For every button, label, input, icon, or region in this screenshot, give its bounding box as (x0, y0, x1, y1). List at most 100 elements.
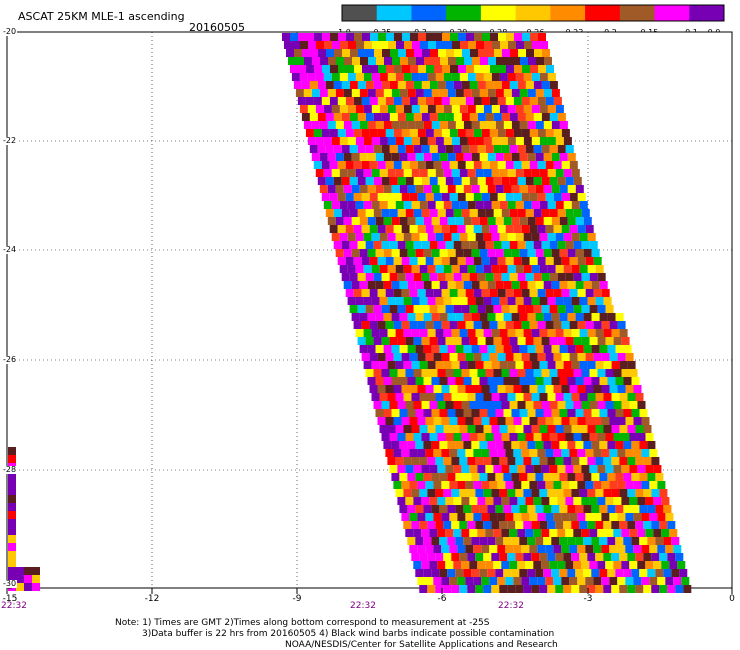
swath-pixel (485, 433, 494, 441)
swath-pixel (577, 577, 586, 585)
swath-pixel (557, 113, 566, 121)
swath-pixel (473, 417, 482, 425)
swath-pixel (403, 521, 412, 529)
swath-pixel (535, 281, 544, 289)
swath-pixel (427, 169, 436, 177)
swath-pixel (629, 465, 638, 473)
swath-pixel (571, 489, 580, 497)
swath-pixel (575, 281, 584, 289)
swath-pixel (523, 521, 532, 529)
swath-pixel (482, 65, 490, 73)
swath-pixel (457, 545, 466, 553)
swath-pixel (613, 465, 622, 473)
swath-pixel (497, 161, 506, 169)
swath-pixel (401, 289, 410, 297)
swath-pixel (371, 329, 380, 337)
swath-pixel (435, 425, 444, 433)
swath-pixel (32, 575, 40, 583)
swath-pixel (435, 137, 444, 145)
colorbar (341, 4, 725, 22)
swath-pixel (513, 289, 522, 297)
swath-pixel (513, 353, 522, 361)
swath-pixel (621, 529, 630, 537)
swath-pixel (537, 545, 546, 553)
swath-pixel (541, 209, 550, 217)
swath-pixel (619, 457, 628, 465)
swath-pixel (477, 369, 486, 377)
swath-pixel (448, 57, 456, 65)
swath-pixel (16, 567, 24, 575)
swath-pixel (316, 41, 324, 49)
swath-pixel (505, 417, 514, 425)
swath-pixel (531, 105, 540, 113)
swath-pixel (613, 529, 622, 537)
swath-pixel (467, 265, 476, 273)
swath-pixel (329, 129, 338, 137)
swath-pixel (567, 249, 576, 257)
swath-pixel (490, 65, 498, 73)
swath-pixel (397, 177, 406, 185)
swath-pixel (521, 257, 530, 265)
swath-pixel (469, 177, 478, 185)
swath-pixel (396, 41, 404, 49)
swath-pixel (497, 385, 506, 393)
swath-pixel (459, 361, 468, 369)
swath-pixel (397, 305, 406, 313)
swath-pixel (412, 41, 420, 49)
swath-pixel (361, 257, 370, 265)
swath-pixel (352, 57, 360, 65)
swath-pixel (549, 465, 558, 473)
swath-pixel (329, 97, 338, 105)
swath-pixel (475, 489, 484, 497)
swath-pixel (547, 265, 556, 273)
swath-pixel (565, 529, 574, 537)
swath-pixel (385, 289, 394, 297)
swath-pixel (427, 73, 436, 81)
swath-pixel (457, 289, 466, 297)
swath-pixel (502, 49, 510, 57)
swath-pixel (377, 225, 386, 233)
swath-pixel (447, 345, 456, 353)
swath-pixel (399, 377, 408, 385)
swath-pixel (449, 97, 458, 105)
swath-pixel (473, 289, 482, 297)
swath-pixel (529, 289, 538, 297)
swath-pixel (447, 249, 456, 257)
swath-pixel (477, 561, 486, 569)
swath-pixel (342, 49, 350, 57)
swath-pixel (555, 201, 564, 209)
swath-pixel (363, 297, 372, 305)
swath-pixel (369, 353, 378, 361)
swath-pixel (551, 217, 560, 225)
swath-pixel (383, 153, 392, 161)
swath-pixel (499, 201, 508, 209)
swath-pixel (485, 465, 494, 473)
swath-pixel (315, 169, 324, 177)
swath-pixel (431, 121, 440, 129)
swath-pixel (446, 49, 454, 57)
swath-pixel (563, 585, 572, 593)
swath-pixel (425, 513, 434, 521)
swath-pixel (641, 545, 650, 553)
swath-pixel (499, 425, 508, 433)
swath-pixel (401, 321, 410, 329)
swath-pixel (555, 585, 564, 593)
swath-pixel (425, 161, 434, 169)
swath-pixel (482, 33, 490, 41)
swath-pixel (429, 145, 438, 153)
swath-pixel (457, 577, 466, 585)
swath-pixel (515, 233, 524, 241)
swath-pixel (419, 201, 428, 209)
swath-pixel (361, 161, 370, 169)
swath-pixel (605, 497, 614, 505)
swath-pixel (419, 553, 428, 561)
swath-pixel (467, 105, 476, 113)
colorbar-segment (550, 5, 586, 21)
swath-pixel (541, 497, 550, 505)
swath-pixel (569, 225, 578, 233)
time-label: 22:32 (498, 601, 524, 611)
swath-pixel (627, 553, 636, 561)
swath-pixel (597, 529, 606, 537)
swath-pixel (525, 337, 534, 345)
swath-pixel (549, 337, 558, 345)
